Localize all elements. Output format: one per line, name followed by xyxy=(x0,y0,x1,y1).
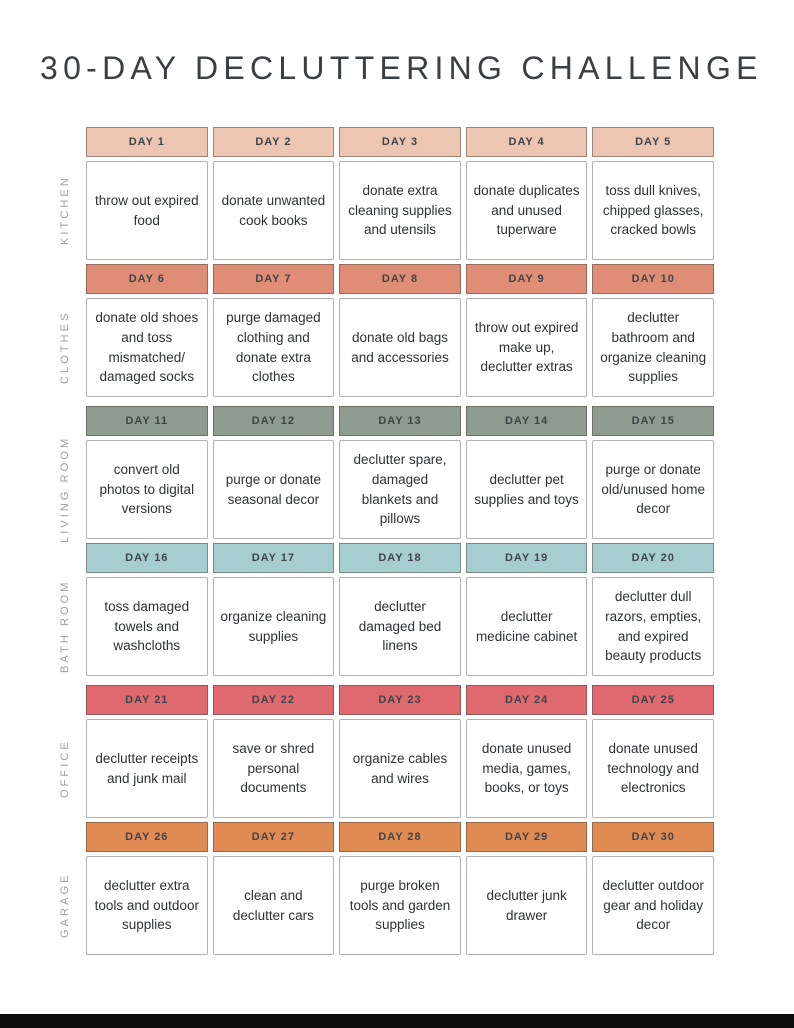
task-cell: donate extra cleaning supplies and utens… xyxy=(339,161,461,260)
day-header-cell: DAY 25 xyxy=(592,685,714,715)
task-cell: purge or donate seasonal decor xyxy=(212,440,335,539)
day-header-cell: DAY 9 xyxy=(465,264,588,294)
day-header-cell: DAY 15 xyxy=(592,406,714,436)
section-garage: DAY 26 DAY 27 DAY 28 DAY 29 DAY 30 GARAG… xyxy=(59,822,714,955)
day-header-row: DAY 6 DAY 7 DAY 8 DAY 9 DAY 10 xyxy=(86,264,714,294)
category-label-garage: GARAGE xyxy=(59,872,71,939)
day-header-cell: DAY 5 xyxy=(592,127,714,157)
task-cell: declutter pet supplies and toys xyxy=(465,440,588,539)
task-cell: purge or donate old/unused home decor xyxy=(592,440,714,539)
task-cell: declutter damaged bed linens xyxy=(339,577,461,676)
task-cell: declutter outdoor gear and holiday decor xyxy=(592,856,714,955)
day-header-cell: DAY 16 xyxy=(86,543,208,573)
task-cell: declutter spare, damaged blankets and pi… xyxy=(339,440,461,539)
task-cell: toss dull knives, chipped glasses, crack… xyxy=(592,161,714,260)
day-header-cell: DAY 17 xyxy=(212,543,335,573)
day-header-cell: DAY 26 xyxy=(86,822,208,852)
day-header-cell: DAY 7 xyxy=(212,264,335,294)
task-cell: toss damaged towels and washcloths xyxy=(86,577,208,676)
task-cell: declutter extra tools and outdoor suppli… xyxy=(86,856,208,955)
page: 30-DAY DECLUTTERING CHALLENGE DAY 1 DAY … xyxy=(40,50,763,955)
day-header-row: DAY 11 DAY 12 DAY 13 DAY 14 DAY 15 xyxy=(86,406,714,436)
day-header-row: DAY 26 DAY 27 DAY 28 DAY 29 DAY 30 xyxy=(86,822,714,852)
day-header-cell: DAY 2 xyxy=(212,127,335,157)
day-header-cell: DAY 4 xyxy=(465,127,588,157)
task-row: OFFICE declutter receipts and junk mail … xyxy=(59,719,714,818)
day-header-row: DAY 16 DAY 17 DAY 18 DAY 19 DAY 20 xyxy=(86,543,714,573)
category-label-clothes: CLOTHES xyxy=(59,310,71,385)
day-header-cell: DAY 18 xyxy=(339,543,461,573)
day-header-cell: DAY 23 xyxy=(339,685,461,715)
task-cell: declutter medicine cabinet xyxy=(465,577,588,676)
day-header-cell: DAY 11 xyxy=(86,406,208,436)
task-cell: donate duplicates and unused tuperware xyxy=(465,161,588,260)
day-header-cell: DAY 29 xyxy=(465,822,588,852)
section-living-room: DAY 11 DAY 12 DAY 13 DAY 14 DAY 15 LIVIN… xyxy=(59,406,714,543)
section-clothes: DAY 6 DAY 7 DAY 8 DAY 9 DAY 10 CLOTHES d… xyxy=(59,264,714,397)
section-kitchen: DAY 1 DAY 2 DAY 3 DAY 4 DAY 5 KITCHEN th… xyxy=(59,127,714,260)
day-header-cell: DAY 3 xyxy=(339,127,461,157)
day-header-cell: DAY 27 xyxy=(212,822,335,852)
day-header-cell: DAY 12 xyxy=(212,406,335,436)
day-header-cell: DAY 20 xyxy=(592,543,714,573)
task-cell: throw out expired food xyxy=(86,161,208,260)
task-cell: save or shred personal documents xyxy=(212,719,335,818)
task-cell: donate unused media, games, books, or to… xyxy=(465,719,588,818)
day-header-cell: DAY 30 xyxy=(592,822,714,852)
day-header-cell: DAY 21 xyxy=(86,685,208,715)
task-cell: donate old shoes and toss mismatched/ da… xyxy=(86,298,208,397)
task-cell: organize cables and wires xyxy=(339,719,461,818)
task-row: LIVING ROOM convert old photos to digita… xyxy=(59,436,714,543)
task-cell: clean and declutter cars xyxy=(212,856,335,955)
challenge-grid: DAY 1 DAY 2 DAY 3 DAY 4 DAY 5 KITCHEN th… xyxy=(59,127,714,955)
day-header-row: DAY 21 DAY 22 DAY 23 DAY 24 DAY 25 xyxy=(86,685,714,715)
task-row: GARAGE declutter extra tools and outdoor… xyxy=(59,856,714,955)
day-header-cell: DAY 13 xyxy=(339,406,461,436)
day-header-cell: DAY 24 xyxy=(465,685,588,715)
day-header-cell: DAY 22 xyxy=(212,685,335,715)
section-office: DAY 21 DAY 22 DAY 23 DAY 24 DAY 25 OFFIC… xyxy=(59,685,714,818)
task-cell: declutter dull razors, empties, and expi… xyxy=(592,577,714,676)
page-title: 30-DAY DECLUTTERING CHALLENGE xyxy=(40,50,763,86)
task-cell: throw out expired make up, declutter ext… xyxy=(465,298,588,397)
category-label-kitchen: KITCHEN xyxy=(59,175,71,246)
task-cell: purge damaged clothing and donate extra … xyxy=(212,298,335,397)
task-row: BATH ROOM toss damaged towels and washcl… xyxy=(59,577,714,676)
task-row: KITCHEN throw out expired food donate un… xyxy=(59,161,714,260)
bottom-edge-bar xyxy=(0,1014,794,1028)
category-label-office: OFFICE xyxy=(59,739,71,798)
day-header-cell: DAY 6 xyxy=(86,264,208,294)
day-header-cell: DAY 8 xyxy=(339,264,461,294)
day-header-cell: DAY 14 xyxy=(465,406,588,436)
category-label-living-room: LIVING ROOM xyxy=(59,435,71,544)
task-cell: declutter receipts and junk mail xyxy=(86,719,208,818)
day-header-cell: DAY 10 xyxy=(592,264,714,294)
day-header-cell: DAY 19 xyxy=(465,543,588,573)
task-cell: organize cleaning supplies xyxy=(212,577,335,676)
task-row: CLOTHES donate old shoes and toss mismat… xyxy=(59,298,714,397)
section-bath-room: DAY 16 DAY 17 DAY 18 DAY 19 DAY 20 BATH … xyxy=(59,543,714,676)
task-cell: donate unused technology and electronics xyxy=(592,719,714,818)
task-cell: donate old bags and accessories xyxy=(339,298,461,397)
task-cell: purge broken tools and garden supplies xyxy=(339,856,461,955)
day-header-cell: DAY 28 xyxy=(339,822,461,852)
day-header-cell: DAY 1 xyxy=(86,127,208,157)
task-cell: convert old photos to digital versions xyxy=(86,440,208,539)
category-label-bath-room: BATH ROOM xyxy=(59,579,71,674)
day-header-row: DAY 1 DAY 2 DAY 3 DAY 4 DAY 5 xyxy=(86,127,714,157)
task-cell: declutter bathroom and organize cleaning… xyxy=(592,298,714,397)
task-cell: declutter junk drawer xyxy=(465,856,588,955)
task-cell: donate unwanted cook books xyxy=(212,161,335,260)
